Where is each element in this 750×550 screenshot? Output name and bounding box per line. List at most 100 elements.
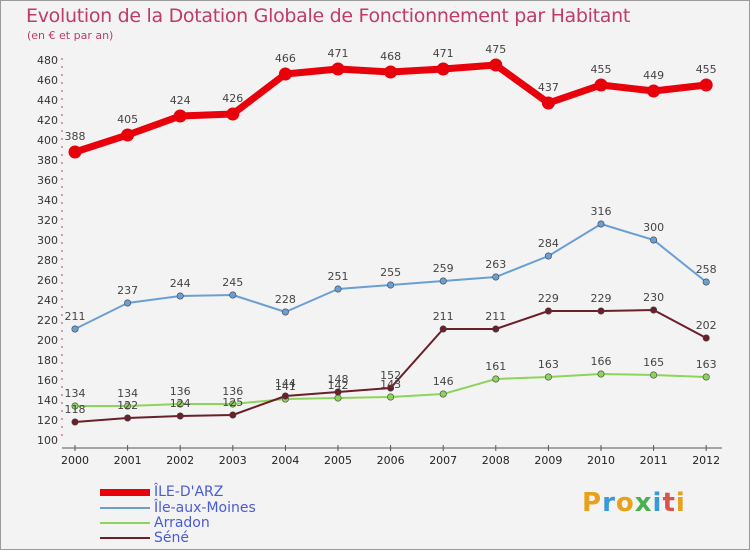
legend-swatch <box>100 507 150 509</box>
data-label: 152 <box>380 369 401 382</box>
legend-label: Île-aux-Moines <box>154 500 256 516</box>
y-tick-label: 360 <box>37 174 58 187</box>
data-point <box>544 307 552 315</box>
data-point <box>229 400 237 408</box>
data-label: 143 <box>380 378 401 391</box>
data-point <box>439 390 447 398</box>
data-point <box>489 58 503 72</box>
data-label: 163 <box>696 358 717 371</box>
data-label: 211 <box>433 310 454 323</box>
data-label: 142 <box>328 379 349 392</box>
data-point <box>439 277 447 285</box>
y-tick-label: 340 <box>37 194 58 207</box>
logo-letter: i <box>652 488 663 518</box>
data-label: 136 <box>170 385 191 398</box>
data-point <box>281 392 289 400</box>
legend-swatch <box>100 522 150 524</box>
data-label: 449 <box>643 69 664 82</box>
data-point <box>331 62 345 76</box>
data-point <box>650 371 658 379</box>
data-label: 136 <box>222 385 243 398</box>
legend-item-arradon: Arradon <box>100 515 300 531</box>
data-label: 475 <box>485 43 506 56</box>
data-point <box>281 308 289 316</box>
data-point <box>702 373 710 381</box>
data-point <box>439 325 447 333</box>
y-tick-label: 160 <box>37 374 58 387</box>
data-label: 211 <box>65 310 86 323</box>
data-label: 141 <box>275 380 296 393</box>
data-point <box>436 62 450 76</box>
data-label: 455 <box>591 63 612 76</box>
data-label: 211 <box>485 310 506 323</box>
data-point <box>492 375 500 383</box>
data-point <box>699 78 713 92</box>
y-tick-label: 300 <box>37 234 58 247</box>
data-label: 255 <box>380 266 401 279</box>
data-point <box>597 370 605 378</box>
data-label: 471 <box>328 47 349 60</box>
data-point <box>384 65 398 79</box>
data-point <box>71 418 79 426</box>
data-label: 144 <box>275 377 296 390</box>
data-label: 300 <box>643 221 664 234</box>
legend-swatch <box>100 537 150 539</box>
y-tick-label: 140 <box>37 394 58 407</box>
data-point <box>176 412 184 420</box>
y-tick-label: 460 <box>37 74 58 87</box>
data-point <box>387 384 395 392</box>
data-point <box>544 373 552 381</box>
x-tick-label: 2009 <box>534 454 562 467</box>
data-point <box>68 145 82 159</box>
data-point <box>124 402 132 410</box>
data-label: 228 <box>275 293 296 306</box>
logo-letter: t <box>662 488 676 518</box>
data-point <box>124 299 132 307</box>
data-point <box>647 84 661 98</box>
logo-letter: r <box>602 488 616 518</box>
data-point <box>594 78 608 92</box>
logo-letter: i <box>675 488 686 518</box>
x-tick-label: 2004 <box>271 454 299 467</box>
y-tick-label: 280 <box>37 254 58 267</box>
data-label: 471 <box>433 47 454 60</box>
data-label: 284 <box>538 237 559 250</box>
proxiti-logo: Proxiti <box>582 488 686 518</box>
x-tick-label: 2005 <box>324 454 352 467</box>
data-label: 245 <box>222 276 243 289</box>
y-tick-label: 480 <box>37 54 58 67</box>
logo-letter: x <box>634 488 653 518</box>
legend-item-ile-d-arz: ÎLE-D'ARZ <box>100 484 300 500</box>
legend-label: ÎLE-D'ARZ <box>154 484 224 500</box>
data-label: 244 <box>170 277 191 290</box>
x-tick-label: 2012 <box>692 454 720 467</box>
legend-label: Séné <box>154 530 189 546</box>
data-label: 134 <box>65 387 86 400</box>
data-point <box>176 292 184 300</box>
x-tick-label: 2011 <box>640 454 668 467</box>
data-point <box>492 325 500 333</box>
data-label: 259 <box>433 262 454 275</box>
data-label: 202 <box>696 319 717 332</box>
data-label: 237 <box>117 284 138 297</box>
y-tick-label: 260 <box>37 274 58 287</box>
data-label: 426 <box>222 92 243 105</box>
data-label: 316 <box>591 205 612 218</box>
y-tick-label: 100 <box>37 434 58 447</box>
y-tick-label: 380 <box>37 154 58 167</box>
data-label: 124 <box>170 397 191 410</box>
x-tick-label: 2003 <box>219 454 247 467</box>
data-point <box>492 273 500 281</box>
data-point <box>124 414 132 422</box>
data-point <box>229 291 237 299</box>
data-point <box>173 109 187 123</box>
data-point <box>702 278 710 286</box>
data-label: 229 <box>538 292 559 305</box>
data-label: 388 <box>65 130 86 143</box>
legend-swatch <box>100 489 150 496</box>
data-point <box>650 306 658 314</box>
data-point <box>597 220 605 228</box>
x-tick-label: 2000 <box>61 454 89 467</box>
logo-letter: o <box>615 488 635 518</box>
